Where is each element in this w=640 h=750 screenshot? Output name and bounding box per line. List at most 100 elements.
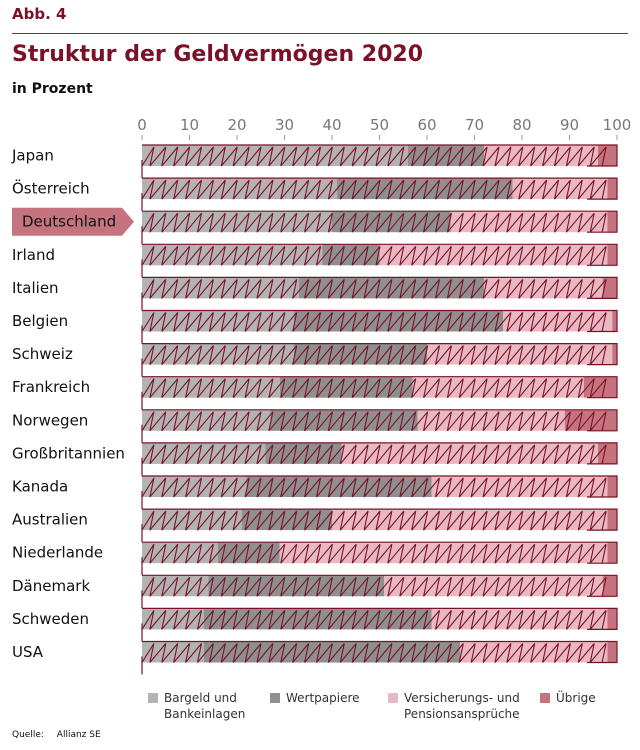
country-label: Australien — [12, 511, 88, 529]
bar-segment-uebrige — [602, 277, 617, 299]
bar-segment-bargeld — [142, 277, 299, 299]
x-tick-label: 40 — [322, 116, 341, 134]
country-label: Norwegen — [12, 411, 88, 429]
bar-frame — [142, 541, 618, 564]
bar-frame — [142, 409, 618, 432]
source-label: Quelle: — [12, 730, 44, 740]
country-label: Italien — [12, 279, 59, 297]
bar-hatching — [141, 312, 607, 332]
country-label: Frankreich — [12, 378, 90, 396]
bar-segment-versicherung — [484, 277, 603, 299]
bar-segment-uebrige — [607, 542, 617, 564]
x-tick-label: 70 — [465, 116, 484, 134]
bar-segment-bargeld — [142, 608, 204, 630]
bar-frame — [142, 309, 618, 333]
legend-swatch-bargeld — [148, 693, 158, 703]
x-tick-label: 30 — [275, 116, 294, 134]
bar-segment-wertpapiere — [203, 608, 432, 630]
bar-hatching — [141, 212, 607, 233]
bar-hatching — [141, 411, 607, 432]
bar-frame — [142, 210, 618, 233]
bar-segment-uebrige — [607, 476, 617, 497]
highlight-marker — [12, 207, 134, 236]
bar-hatching — [141, 146, 607, 167]
legend-swatch-wertpapiere — [270, 693, 280, 703]
legend-label-line2: Pensionsansprüche — [404, 707, 520, 721]
bar-segment-wertpapiere — [246, 476, 432, 497]
x-tick-label: 60 — [417, 116, 436, 134]
figure-label: Abb. 4 — [12, 5, 67, 23]
bar-frame — [142, 475, 618, 498]
x-tick-label: 50 — [370, 116, 389, 134]
bar-segment-versicherung — [427, 343, 613, 365]
bar-segment-versicherung — [512, 178, 608, 200]
bar-segment-uebrige — [607, 244, 617, 266]
bar-segment-bargeld — [142, 641, 204, 663]
source-value: Allianz SE — [56, 730, 101, 740]
bar-frame — [142, 343, 618, 366]
bar-frame — [142, 574, 618, 597]
x-tick-label: 10 — [180, 116, 199, 134]
bar-hatching — [141, 444, 607, 465]
bar-frame — [142, 607, 618, 630]
bar-frame — [142, 508, 618, 531]
bar-segment-uebrige — [612, 310, 617, 332]
legend-swatch-uebrige — [540, 693, 550, 703]
bar-frame — [142, 276, 618, 299]
country-label: Kanada — [12, 478, 68, 496]
bar-hatching — [141, 610, 607, 630]
country-label: USA — [12, 643, 44, 661]
header-rule — [12, 33, 628, 34]
bar-frame — [142, 640, 618, 664]
bar-hatching — [141, 543, 607, 564]
bar-segment-uebrige — [583, 376, 617, 398]
legend-label: Übrige — [556, 689, 596, 705]
bar-hatching — [141, 510, 607, 531]
country-label: Schweden — [12, 610, 89, 628]
country-label: Großbritannien — [12, 444, 125, 462]
bar-segment-bargeld — [142, 575, 209, 597]
country-label: Niederlande — [12, 544, 103, 562]
x-tick-label: 0 — [137, 116, 147, 134]
country-label: Irland — [12, 246, 55, 264]
bar-segment-uebrige — [612, 343, 617, 365]
chart-subtitle: in Prozent — [12, 81, 93, 97]
bar-segment-bargeld — [142, 509, 242, 531]
x-tick-label: 20 — [227, 116, 246, 134]
bar-segment-uebrige — [602, 575, 617, 597]
legend-label: Bargeld und — [164, 691, 237, 705]
bar-segment-versicherung — [417, 409, 565, 431]
bar-frame — [142, 177, 618, 200]
bar-hatching — [141, 378, 607, 399]
bar-segment-uebrige — [598, 442, 617, 464]
bar-hatching — [141, 279, 607, 299]
legend-swatch-versicherung — [388, 693, 398, 703]
bar-segment-wertpapiere — [203, 641, 461, 663]
bar-hatching — [141, 477, 607, 498]
source-note: Quelle: Allianz SE — [12, 730, 111, 740]
country-label: Deutschland — [22, 213, 116, 231]
bar-segment-versicherung — [503, 310, 613, 332]
legend-label: Wertpapiere — [286, 691, 360, 705]
bar-segment-uebrige — [607, 211, 617, 233]
country-label: Dänemark — [12, 577, 90, 595]
bar-segment-wertpapiere — [279, 376, 413, 398]
bar-segment-uebrige — [607, 509, 617, 531]
bar-frame — [142, 243, 618, 266]
bar-segment-uebrige — [598, 145, 617, 166]
bar-segment-wertpapiere — [218, 542, 280, 564]
legend-label-line2: Bankeinlagen — [164, 707, 245, 721]
chart-title: Struktur der Geldvermögen 2020 — [12, 42, 424, 67]
bar-segment-wertpapiere — [408, 145, 484, 166]
bar-hatching — [141, 576, 607, 597]
x-tick-label: 90 — [560, 116, 579, 134]
bar-segment-uebrige — [607, 608, 617, 630]
bar-segment-bargeld — [142, 376, 280, 398]
bar-frame — [142, 376, 618, 399]
country-label: Belgien — [12, 312, 68, 330]
x-tick-label: 100 — [603, 116, 632, 134]
country-label: Japan — [11, 147, 54, 165]
bar-hatching — [141, 245, 607, 266]
bar-segment-uebrige — [607, 178, 617, 200]
